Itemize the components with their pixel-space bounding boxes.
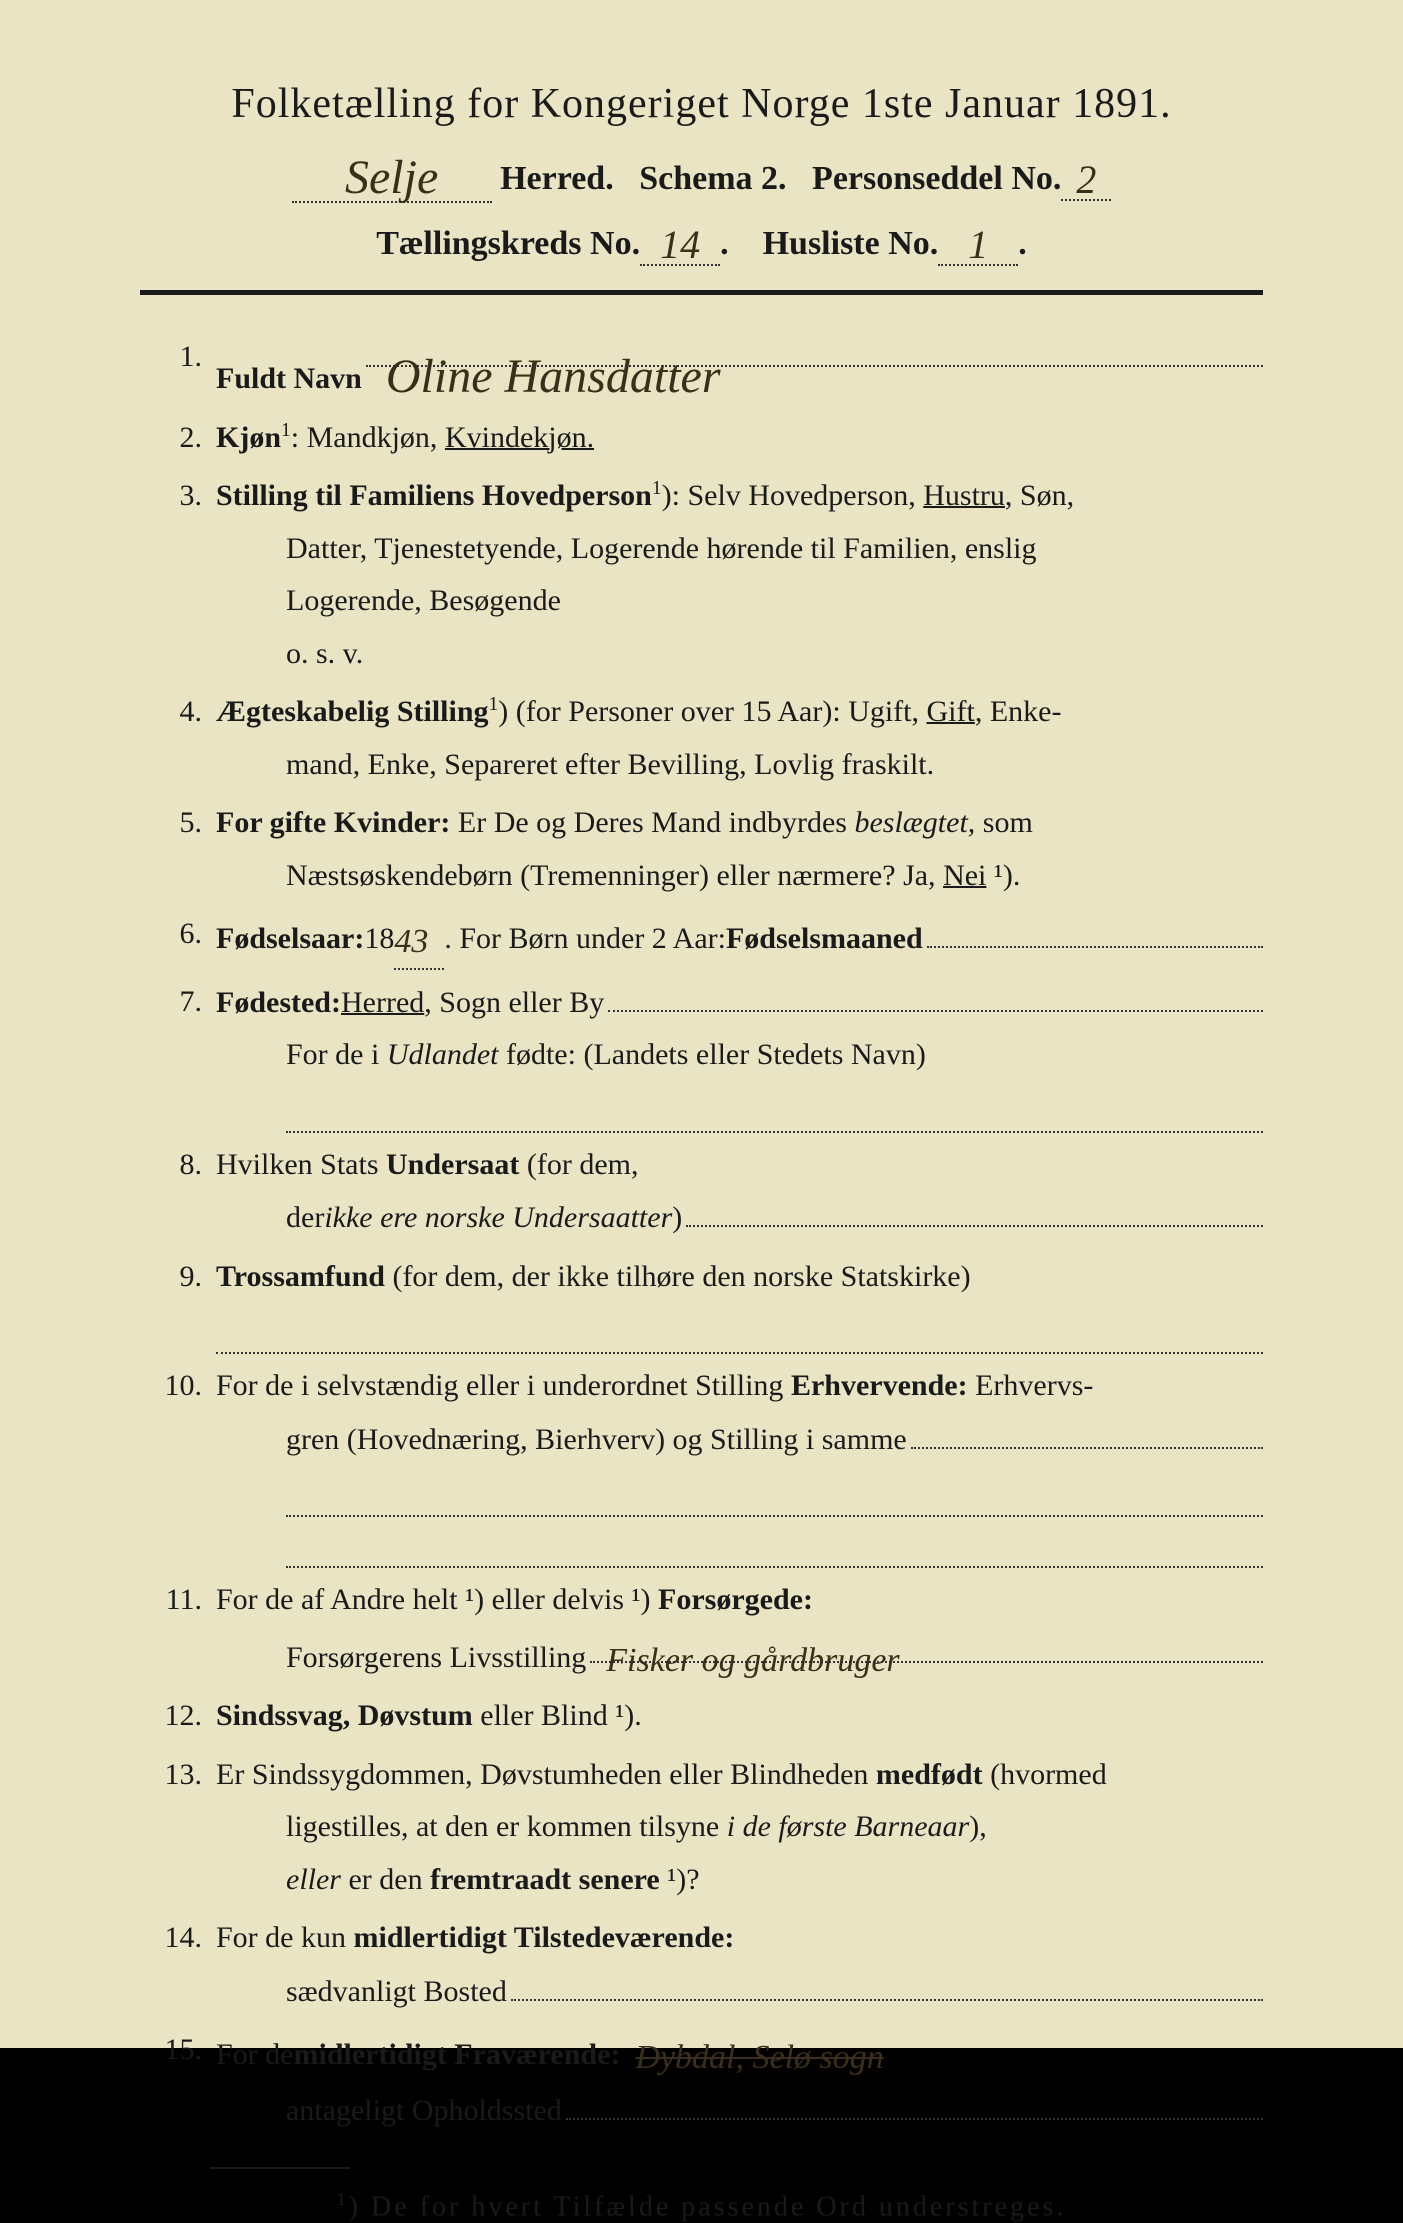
footer-divider [210,2167,350,2169]
occupation-field [911,1413,1263,1449]
item-10: 10. For de i selvstændig eller i underor… [160,1360,1263,1568]
personseddel-label: Personseddel No. [812,160,1061,197]
item-9: 9. Trossamfund (for dem, der ikke tilhør… [160,1251,1263,1355]
item-content: Sindssvag, Døvstum eller Blind ¹). [216,1690,1263,1743]
item-content: For de kun midlertidigt Tilstedeværende:… [216,1912,1263,2018]
herred-label: Herred. [500,160,614,197]
item-num: 4. [160,686,216,791]
item-6: 6. Fødselsaar: 1843. For Børn under 2 Aa… [160,908,1263,970]
item-8: 8. Hvilken Stats Undersaat (for dem, der… [160,1139,1263,1245]
item-content: For de af Andre helt ¹) eller delvis ¹) … [216,1574,1263,1684]
dotted-line [286,1088,1263,1133]
item-content: Ægteskabelig Stilling1) (for Personer ov… [216,686,1263,791]
item-1: 1. Fuldt Navn Oline Hansdatter [160,331,1263,406]
item-13: 13. Er Sindssygdommen, Døvstumheden elle… [160,1749,1263,1907]
item-label: Fødselsaar: [216,913,364,966]
personseddel-value: 2 [1076,157,1096,202]
year-field: 43 [394,908,444,970]
item-content: For de i selvstændig eller i underordnet… [216,1360,1263,1568]
item-5: 5. For gifte Kvinder: Er De og Deres Man… [160,797,1263,902]
item-num: 1. [160,331,216,406]
item-2: 2. Kjøn1: Mandkjøn, Kvindekjøn. [160,412,1263,465]
husliste-value: 1 [968,222,988,267]
provider-value: Fisker og gårdbruger [606,1642,899,1679]
item-num: 7. [160,976,216,1133]
selected-gender: Kvindekjøn. [445,421,594,454]
husliste-label: Husliste No. [763,225,939,262]
item-content: For de midlertidigt Fraværende: Dybdal, … [216,2024,1263,2137]
dotted-line [286,1523,1263,1568]
item-num: 5. [160,797,216,902]
item-12: 12. Sindssvag, Døvstum eller Blind ¹). [160,1690,1263,1743]
provider-field: Fisker og gårdbruger [590,1627,1263,1663]
form-header: Folketælling for Kongeriget Norge 1ste J… [100,80,1303,266]
item-label: Sindssvag, Døvstum [216,1699,473,1732]
selected-nei: Nei [943,859,986,892]
whereabouts-field [566,2084,1263,2120]
struck-value: Dybdal, Selø sogn [635,2028,883,2088]
husliste-field: 1 [938,217,1018,266]
herred-field: Selje [292,146,492,203]
item-7: 7. Fødested: Herred, Sogn eller By For d… [160,976,1263,1133]
form-title: Folketælling for Kongeriget Norge 1ste J… [100,80,1303,128]
name-field: Oline Hansdatter [366,331,1263,367]
herred-value: Selje [345,151,438,204]
taellingskreds-label: Tællingskreds No. [376,225,640,262]
item-content: Er Sindssygdommen, Døvstumheden eller Bl… [216,1749,1263,1907]
name-value: Oline Hansdatter [386,350,721,403]
item-11: 11. For de af Andre helt ¹) eller delvis… [160,1574,1263,1684]
taellingskreds-value: 14 [660,222,700,267]
item-label: Ægteskabelig Stilling [216,695,489,728]
item-content: Trossamfund (for dem, der ikke tilhøre d… [216,1251,1263,1355]
citizenship-field [686,1191,1263,1227]
item-num: 15. [160,2024,216,2137]
item-num: 13. [160,1749,216,1907]
item-content: Fødested: Herred, Sogn eller By For de i… [216,976,1263,1133]
item-content: Fødselsaar: 1843. For Børn under 2 Aar: … [216,908,1263,970]
taellingskreds-field: 14 [640,217,720,266]
year-value: 43 [394,923,428,960]
item-label: Trossamfund [216,1260,385,1293]
item-num: 10. [160,1360,216,1568]
schema-label: Schema 2. [639,160,786,197]
month-field [927,912,1263,948]
item-label: Kjøn [216,421,281,454]
footnote: 1) De for hvert Tilfælde passende Ord un… [100,2189,1303,2223]
item-4: 4. Ægteskabelig Stilling1) (for Personer… [160,686,1263,791]
form-items: 1. Fuldt Navn Oline Hansdatter 2. Kjøn1:… [100,331,1303,2137]
item-num: 11. [160,1574,216,1684]
census-form-page: Folketælling for Kongeriget Norge 1ste J… [0,0,1403,2048]
herred-line: Selje Herred. Schema 2. Personseddel No.… [100,146,1303,203]
item-label: Stilling til Familiens Hovedperson [216,479,652,512]
item-15: 15. For de midlertidigt Fraværende: Dybd… [160,2024,1263,2137]
item-label: Fuldt Navn [216,353,362,406]
selected-hustru: Hustru [923,479,1005,512]
kreds-line: Tællingskreds No.14. Husliste No.1. [100,217,1303,266]
item-num: 6. [160,908,216,970]
dotted-line [216,1309,1263,1354]
item-num: 12. [160,1690,216,1743]
header-divider [140,290,1263,295]
personseddel-field: 2 [1061,152,1111,201]
residence-field [511,1965,1263,2001]
item-3: 3. Stilling til Familiens Hovedperson1):… [160,470,1263,680]
item-label: For gifte Kvinder: [216,806,450,839]
item-content: Hvilken Stats Undersaat (for dem, der ik… [216,1139,1263,1245]
item-14: 14. For de kun midlertidigt Tilstedevære… [160,1912,1263,2018]
item-num: 3. [160,470,216,680]
item-content: Fuldt Navn Oline Hansdatter [216,331,1263,406]
item-num: 9. [160,1251,216,1355]
item-label: Fødested: [216,977,341,1030]
item-num: 8. [160,1139,216,1245]
dotted-line [286,1472,1263,1517]
selected-gift: Gift [927,695,975,728]
item-content: For gifte Kvinder: Er De og Deres Mand i… [216,797,1263,902]
item-content: Stilling til Familiens Hovedperson1): Se… [216,470,1263,680]
item-num: 2. [160,412,216,465]
item-num: 14. [160,1912,216,2018]
item-content: Kjøn1: Mandkjøn, Kvindekjøn. [216,412,1263,465]
birthplace-field [608,976,1263,1012]
